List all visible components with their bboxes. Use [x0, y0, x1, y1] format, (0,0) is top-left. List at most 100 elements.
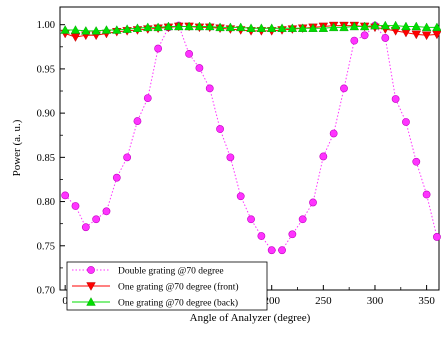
y-tick-label: 0.90: [37, 109, 55, 120]
data-point: [163, 21, 174, 31]
y-tick-label: 0.70: [37, 286, 55, 297]
data-point: [319, 152, 328, 161]
data-point: [185, 49, 193, 58]
x-tick-label: 250: [315, 295, 332, 307]
data-point: [402, 118, 410, 126]
data-point: [257, 232, 266, 240]
data-point: [350, 36, 359, 45]
data-point: [318, 23, 329, 32]
data-point: [61, 191, 70, 200]
data-point: [359, 21, 370, 31]
data-point: [381, 34, 390, 42]
data-point: [71, 202, 80, 210]
legend-label: One grating @70 degree (back): [118, 298, 238, 309]
data-point: [112, 25, 122, 34]
data-point: [112, 173, 121, 182]
data-point: [225, 22, 236, 32]
data-point: [411, 21, 422, 31]
x-tick-label: 200: [263, 295, 280, 307]
y-tick-label: 0.75: [37, 241, 55, 252]
data-point: [266, 23, 277, 32]
plot-area: 050100150200250300350 0.700.750.800.850.…: [37, 6, 441, 307]
data-point: [123, 153, 132, 162]
data-point: [132, 23, 143, 32]
data-point: [215, 22, 225, 32]
legend-marker: [87, 266, 95, 274]
data-point: [391, 95, 400, 103]
data-point: [91, 26, 101, 35]
data-point: [267, 246, 276, 255]
data-point: [421, 31, 432, 41]
series-0: [61, 21, 441, 255]
y-tick-label: 0.85: [37, 153, 55, 164]
x-tick-label: 300: [367, 295, 384, 307]
data-point: [246, 23, 256, 32]
data-point: [328, 22, 339, 32]
data-point: [153, 22, 163, 32]
data-point: [195, 64, 204, 72]
data-point: [143, 22, 153, 32]
data-point: [340, 84, 348, 93]
data-point: [205, 84, 214, 93]
series-layer: [60, 20, 441, 255]
series-2: [60, 20, 441, 35]
data-point: [411, 30, 422, 40]
plot-frame: [59, 6, 440, 291]
data-point: [401, 21, 411, 31]
data-point: [432, 22, 441, 32]
data-point: [422, 190, 431, 199]
data-point: [287, 23, 298, 32]
data-point: [133, 117, 142, 125]
data-point: [236, 192, 245, 201]
y-tick-label: 0.80: [37, 197, 55, 208]
legend-label: One grating @70 degree (front): [118, 282, 239, 293]
data-point: [433, 233, 441, 241]
data-point: [421, 22, 432, 32]
y-axis-label: Power (a. u.): [11, 119, 23, 176]
data-point: [360, 31, 369, 40]
data-point: [102, 207, 111, 216]
data-point: [256, 23, 267, 32]
data-point: [143, 94, 152, 102]
data-point: [278, 246, 286, 255]
data-point: [412, 157, 421, 166]
data-point: [380, 20, 391, 30]
data-point: [390, 20, 401, 30]
data-point: [194, 21, 205, 31]
data-point: [277, 23, 287, 32]
y-tick-label: 0.95: [37, 64, 55, 75]
data-point: [184, 21, 194, 31]
data-point: [298, 215, 307, 224]
data-point: [92, 215, 101, 224]
data-point: [370, 20, 380, 30]
data-point: [288, 230, 297, 239]
data-point: [339, 22, 349, 32]
x-tick-label: 0: [62, 295, 68, 307]
data-point: [101, 25, 112, 34]
data-point: [247, 215, 255, 224]
data-point: [309, 198, 317, 207]
legend-label: Double grating @70 degree: [118, 267, 224, 277]
data-point: [70, 25, 81, 34]
y-axis: 0.70 0.75 0.80 0.85 0.90 0.95 1.00: [37, 20, 65, 297]
data-point: [122, 24, 132, 33]
legend: Double grating @70 degree One grating @70…: [66, 261, 268, 311]
data-point: [329, 129, 338, 138]
x-axis-label: Angle of Analyzer (degree): [190, 312, 311, 324]
data-point: [205, 21, 215, 31]
data-point: [349, 21, 360, 31]
x-tick-label: 350: [418, 295, 435, 307]
data-point: [81, 223, 90, 232]
data-point: [297, 23, 308, 32]
data-point: [308, 23, 318, 32]
data-point: [70, 33, 81, 42]
legend-marker: [86, 282, 96, 291]
data-point: [235, 22, 246, 32]
data-point: [81, 26, 91, 35]
data-point: [226, 153, 235, 162]
legend-marker: [86, 297, 96, 306]
data-point: [216, 125, 224, 133]
y-tick-label: 1.00: [37, 20, 55, 31]
data-point: [174, 21, 184, 31]
